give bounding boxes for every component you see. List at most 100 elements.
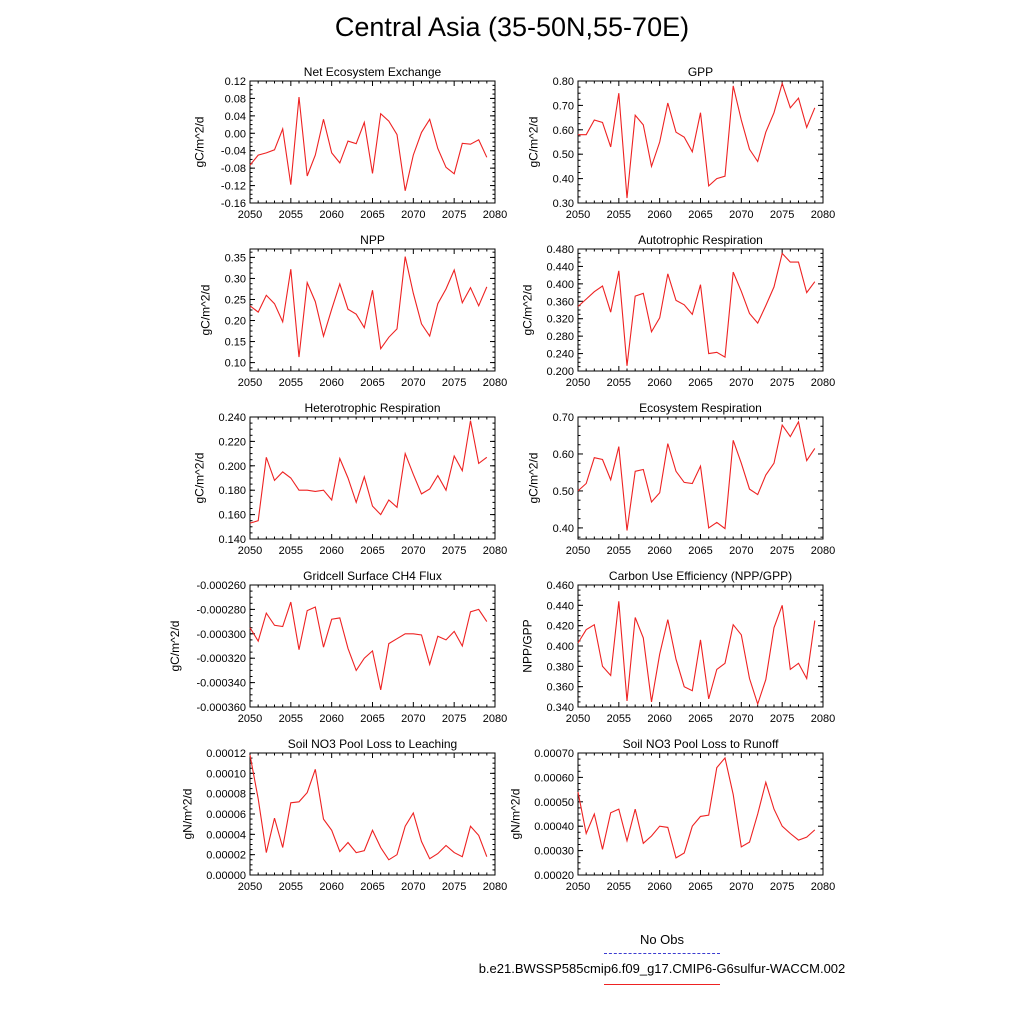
y-tick-label: 0.10 <box>225 358 246 370</box>
chart-title: NPP <box>360 233 385 247</box>
x-tick-label: 2065 <box>360 881 384 893</box>
series-line <box>249 601 488 691</box>
series-line <box>249 754 488 861</box>
x-tick-label: 2055 <box>607 545 631 557</box>
y-tick-label: 0.50 <box>553 149 574 161</box>
chart-title: Carbon Use Efficiency (NPP/GPP) <box>609 569 792 583</box>
x-tick-label: 2070 <box>729 545 753 557</box>
y-axis-label: gN/m^2/d <box>180 789 194 840</box>
y-tick-label: 0.25 <box>225 294 246 306</box>
y-tick-label: 0.00060 <box>534 772 574 784</box>
y-tick-label: 0.380 <box>546 661 574 673</box>
y-axis-label: gC/m^2/d <box>199 285 213 336</box>
y-tick-label: 0.15 <box>225 337 246 349</box>
series-line <box>249 420 488 524</box>
y-tick-label: 0.00030 <box>534 846 574 858</box>
y-axis-label: gN/m^2/d <box>508 789 522 840</box>
series-line <box>577 252 816 366</box>
y-tick-label: 0.00008 <box>206 789 246 801</box>
x-tick-label: 2060 <box>319 713 343 725</box>
x-tick-label: 2065 <box>360 713 384 725</box>
x-tick-label: 2055 <box>607 377 631 389</box>
legend-run-label: b.e21.BWSSP585cmip6.f09_g17.CMIP6-G6sulf… <box>478 961 846 976</box>
y-tick-label: 0.04 <box>225 111 246 123</box>
x-tick-label: 2050 <box>238 377 262 389</box>
x-tick-label: 2060 <box>647 209 671 221</box>
plot-frame <box>249 584 496 708</box>
x-tick-label: 2080 <box>811 545 835 557</box>
plot-frame <box>577 752 824 876</box>
y-tick-label: -0.000260 <box>196 580 246 592</box>
y-tick-label: 0.320 <box>546 314 574 326</box>
plot-frame <box>577 416 824 540</box>
x-tick-label: 2075 <box>442 209 466 221</box>
chart-title: Soil NO3 Pool Loss to Leaching <box>288 737 457 751</box>
y-axis-label: gC/m^2/d <box>193 117 207 168</box>
series-line <box>578 81 816 199</box>
x-tick-label: 2075 <box>442 881 466 893</box>
y-tick-label: 0.480 <box>546 244 574 256</box>
y-tick-label: 0.08 <box>225 93 246 105</box>
y-tick-label: 0.440 <box>546 261 574 273</box>
x-tick-label: 2080 <box>483 209 507 221</box>
chart-panel-2: GPP 2050 2055 2060 2065 2070 2075 2080 0.30 0.40 0… <box>527 65 836 221</box>
y-tick-label: 0.440 <box>546 600 574 612</box>
x-tick-label: 2075 <box>442 713 466 725</box>
x-tick-label: 2055 <box>279 377 303 389</box>
y-tick-label: 0.200 <box>546 366 574 378</box>
x-tick-label: 2075 <box>442 377 466 389</box>
x-tick-label: 2080 <box>483 377 507 389</box>
x-tick-label: 2055 <box>279 209 303 221</box>
y-tick-label: 0.180 <box>218 485 246 497</box>
y-tick-label: 0.40 <box>553 523 574 535</box>
x-tick-label: 2060 <box>319 545 343 557</box>
y-axis-label: gC/m^2/d <box>168 621 182 672</box>
x-tick-label: 2050 <box>566 209 590 221</box>
x-tick-label: 2060 <box>647 713 671 725</box>
y-tick-label: 0.00050 <box>534 797 574 809</box>
y-axis-label: NPP/GPP <box>521 619 535 672</box>
chart-panel-7: Gridcell Surface CH4 Flux 2050 2055 2060 206… <box>168 569 507 725</box>
y-tick-label: -0.000320 <box>196 653 246 665</box>
y-tick-label: 0.240 <box>546 349 574 361</box>
x-tick-label: 2055 <box>279 881 303 893</box>
x-tick-label: 2080 <box>811 881 835 893</box>
x-tick-label: 2055 <box>279 713 303 725</box>
legend-obs-line <box>604 953 720 954</box>
plot-frame <box>577 584 824 708</box>
x-tick-label: 2050 <box>238 209 262 221</box>
x-tick-label: 2065 <box>688 545 712 557</box>
chart-title: Net Ecosystem Exchange <box>304 65 442 79</box>
plot-frame <box>249 248 496 372</box>
x-tick-label: 2070 <box>401 881 425 893</box>
y-tick-label: 0.240 <box>218 412 246 424</box>
y-tick-label: 0.00006 <box>206 809 246 821</box>
legend-obs-label: No Obs <box>639 932 685 947</box>
y-tick-label: 0.220 <box>218 436 246 448</box>
x-tick-label: 2075 <box>770 881 794 893</box>
x-tick-label: 2065 <box>360 209 384 221</box>
chart-panel-8: Carbon Use Efficiency (NPP/GPP) 2050 2055 2… <box>521 569 836 725</box>
x-tick-label: 2060 <box>319 881 343 893</box>
x-tick-label: 2055 <box>279 545 303 557</box>
x-tick-label: 2080 <box>811 209 835 221</box>
x-tick-label: 2055 <box>607 881 631 893</box>
y-tick-label: 0.400 <box>546 279 574 291</box>
x-tick-label: 2080 <box>483 545 507 557</box>
x-tick-label: 2070 <box>729 713 753 725</box>
series-line <box>577 420 816 531</box>
x-tick-label: 2075 <box>442 545 466 557</box>
series-line <box>577 601 816 706</box>
plot-frame <box>249 416 496 540</box>
x-tick-label: 2075 <box>770 713 794 725</box>
x-tick-label: 2060 <box>319 209 343 221</box>
y-tick-label: -0.000300 <box>196 629 246 641</box>
x-tick-label: 2080 <box>483 713 507 725</box>
series-line <box>577 756 816 859</box>
x-tick-label: 2070 <box>729 881 753 893</box>
y-tick-label: 0.200 <box>218 461 246 473</box>
chart-title: GPP <box>688 65 713 79</box>
y-tick-label: 0.00040 <box>534 821 574 833</box>
x-tick-label: 2065 <box>688 209 712 221</box>
y-tick-label: 0.80 <box>553 76 574 88</box>
